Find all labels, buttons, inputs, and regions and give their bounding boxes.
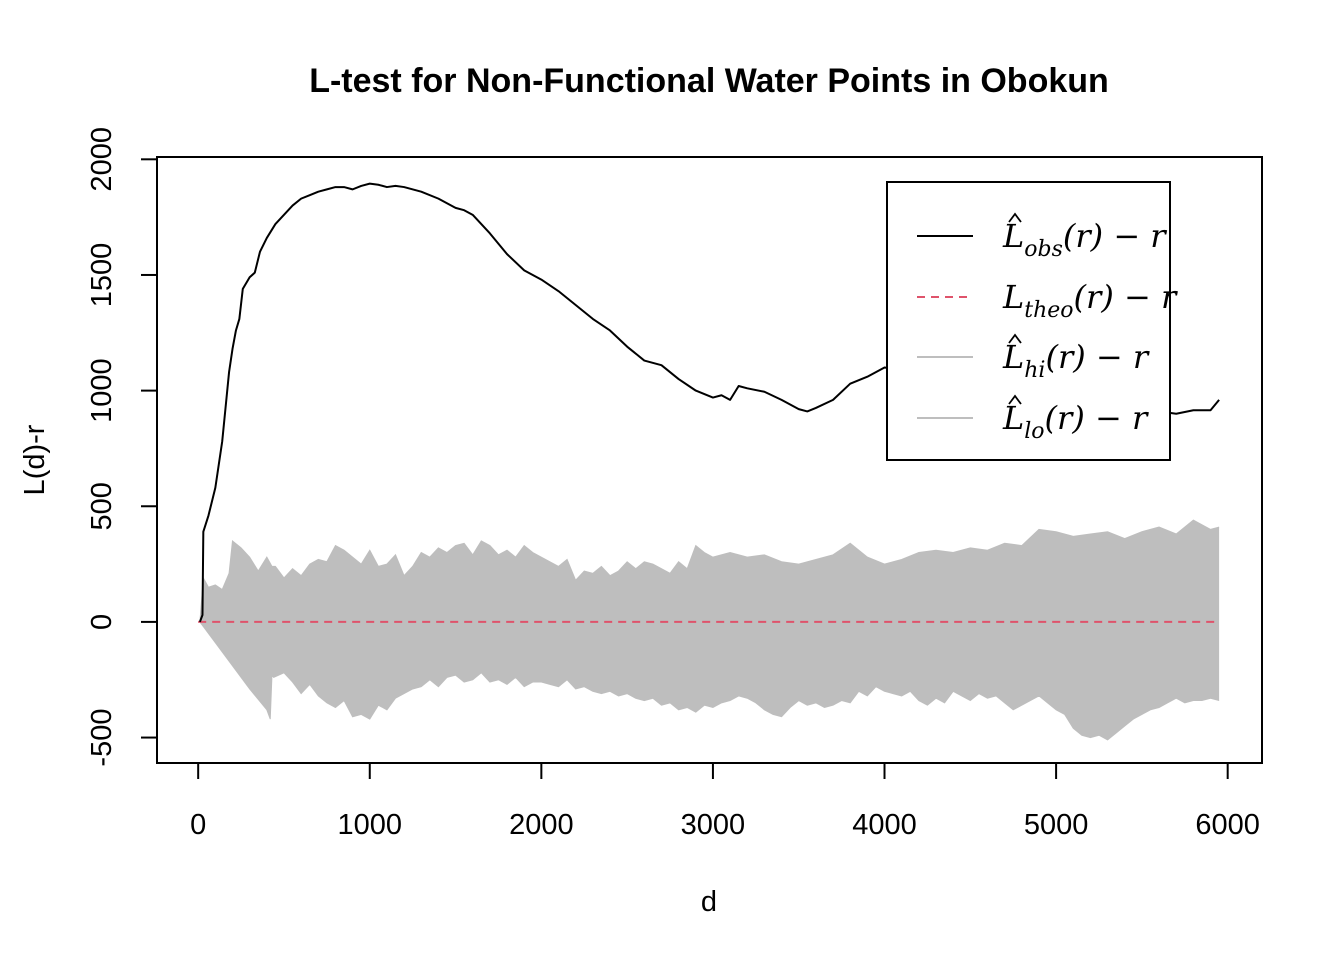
legend-item-hi: Lhi(r) − r xyxy=(917,333,1150,383)
x-axis: 0 1000 2000 3000 4000 5000 6000 xyxy=(190,762,1260,841)
series-line-hi xyxy=(199,519,1220,622)
x-tick-label: 6000 xyxy=(1195,809,1260,841)
x-tick-label: 1000 xyxy=(338,809,403,841)
legend-label: Ltheo(r) − r xyxy=(1002,278,1178,323)
legend-label: Llo(r) − r xyxy=(1002,399,1149,444)
y-tick-label: 1500 xyxy=(86,243,118,308)
y-tick-label: 1000 xyxy=(86,358,118,423)
series-line-lo xyxy=(199,621,1220,741)
y-tick-label: 500 xyxy=(86,482,118,530)
legend-item-lo: Llo(r) − r xyxy=(917,394,1149,444)
envelope-band-area xyxy=(199,520,1220,740)
x-tick-label: 2000 xyxy=(509,809,574,841)
x-tick-label: 0 xyxy=(190,809,206,841)
legend-box xyxy=(886,181,1171,461)
legend-hat-mark xyxy=(1008,212,1022,223)
y-axis-label: L(d)-r xyxy=(19,424,51,495)
y-tick-label: -500 xyxy=(86,709,118,767)
legend: Lobs(r) − r Ltheo(r) − r Lhi(r) − r Llo(r) … xyxy=(886,181,1178,461)
chart-title: L-test for Non-Functional Water Points i… xyxy=(309,62,1109,100)
legend-hat-mark xyxy=(1008,333,1022,344)
x-tick-label: 5000 xyxy=(1024,809,1089,841)
x-tick-label: 3000 xyxy=(681,809,746,841)
legend-label: Lobs(r) − r xyxy=(1002,217,1167,262)
y-tick-label: 2000 xyxy=(86,127,118,192)
envelope-band xyxy=(199,520,1220,740)
x-axis-label: d xyxy=(701,886,717,918)
legend-label: Lhi(r) − r xyxy=(1002,338,1150,383)
legend-item-obs: Lobs(r) − r xyxy=(917,212,1167,262)
y-axis: -500 0 500 1000 1500 2000 xyxy=(86,127,158,767)
legend-item-theo: Ltheo(r) − r xyxy=(917,278,1178,323)
x-tick-label: 4000 xyxy=(852,809,917,841)
y-tick-label: 0 xyxy=(86,614,118,630)
legend-hat-mark xyxy=(1008,394,1022,405)
